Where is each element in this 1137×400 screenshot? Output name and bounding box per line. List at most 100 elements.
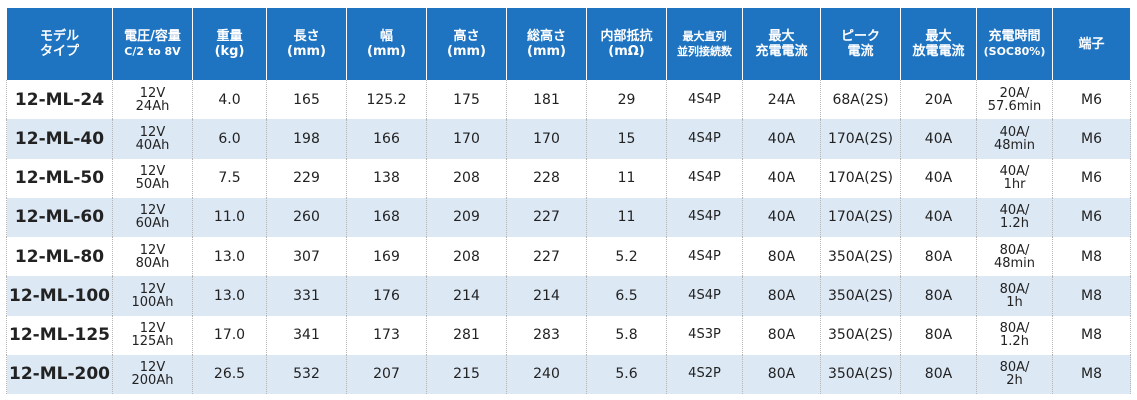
- cell-charge-time-line: 1hr: [1003, 177, 1026, 193]
- cell-height: 215: [426, 354, 507, 394]
- cell-charge-time: 80A/2h: [976, 354, 1053, 394]
- header-text: 最大直列: [682, 30, 727, 43]
- cell-model: 12-ML-125: [6, 315, 113, 355]
- table-row: 12-ML-80 12V 80Ah 13.0 307 169 208 227 5.2 4S4P 80…: [6, 237, 1131, 277]
- cell-terminal: M8: [1052, 315, 1131, 355]
- header-text: 幅: [379, 29, 393, 44]
- cell-resistance: 11: [586, 197, 667, 237]
- header-text: 重量: [216, 29, 243, 44]
- cell-terminal: M6: [1052, 80, 1131, 120]
- cell-connection: 4S2P: [666, 354, 743, 394]
- cell-charge-time-line: 40A/: [999, 203, 1030, 219]
- cell-voltage-capacity-line: 24Ah: [135, 98, 170, 114]
- cell-model: 12-ML-50: [6, 158, 113, 198]
- cell-max-discharge: 40A: [900, 197, 977, 237]
- cell-voltage-capacity-line: 200Ah: [131, 373, 174, 389]
- cell-max-charge: 80A: [742, 315, 821, 355]
- cell-length: 229: [266, 158, 347, 198]
- cell-max-charge: 80A: [742, 276, 821, 316]
- header-text: (mΩ): [608, 44, 645, 59]
- header-text: 最大: [925, 29, 952, 44]
- header-terminal: 端子: [1052, 8, 1131, 80]
- cell-charge-time-line: 40A/: [999, 164, 1030, 180]
- cell-height: 214: [426, 276, 507, 316]
- cell-height: 209: [426, 197, 507, 237]
- header-text: (mm): [367, 44, 406, 59]
- cell-resistance: 6.5: [586, 276, 667, 316]
- cell-charge-time-line: 1.2h: [1000, 216, 1029, 232]
- header-text: 充電時間: [988, 29, 1041, 44]
- cell-width: 138: [346, 158, 427, 198]
- table-row: 12-ML-125 12V 125Ah 17.0 341 173 281 283 5.8 4S3P…: [6, 315, 1131, 355]
- table-row: 12-ML-200 12V 200Ah 26.5 532 207 215 240 5.6 4S2P…: [6, 354, 1131, 394]
- cell-voltage-capacity: 12V 60Ah: [112, 197, 193, 237]
- header-peak: ピーク 電流: [820, 8, 901, 80]
- cell-resistance: 15: [586, 119, 667, 159]
- header-text: 並列接続数: [677, 45, 732, 58]
- cell-charge-time: 80A/1h: [976, 276, 1053, 316]
- table-row: 12-ML-24 12V 24Ah 4.0 165 125.2 175 181 29 4S4P 24…: [6, 80, 1131, 120]
- cell-charge-time-line: 80A/: [999, 242, 1030, 258]
- cell-charge-time: 40A/1hr: [976, 158, 1053, 198]
- table-header-row: モデル タイプ 電圧/容量 C/2 to 8V 重量 (kg) 長さ (mm) 幅 (mm…: [6, 8, 1131, 80]
- cell-peak: 350A(2S): [820, 276, 901, 316]
- cell-width: 168: [346, 197, 427, 237]
- cell-charge-time-line: 2h: [1006, 373, 1023, 389]
- cell-max-discharge: 20A: [900, 80, 977, 120]
- header-text: 最大: [768, 29, 795, 44]
- table-row: 12-ML-100 12V 100Ah 13.0 331 176 214 214 6.5 4S4P…: [6, 276, 1131, 316]
- cell-height: 208: [426, 237, 507, 277]
- cell-charge-time: 80A/1.2h: [976, 315, 1053, 355]
- cell-model: 12-ML-100: [6, 276, 113, 316]
- cell-charge-time-line: 40A/: [999, 124, 1030, 140]
- cell-voltage-capacity: 12V 200Ah: [112, 354, 193, 394]
- cell-width: 173: [346, 315, 427, 355]
- cell-terminal: M8: [1052, 237, 1131, 277]
- cell-resistance: 5.6: [586, 354, 667, 394]
- cell-max-discharge: 80A: [900, 276, 977, 316]
- header-total-height: 総高さ (mm): [506, 8, 587, 80]
- header-text: 充電電流: [755, 44, 808, 59]
- header-width: 幅 (mm): [346, 8, 427, 80]
- cell-max-charge: 80A: [742, 237, 821, 277]
- cell-voltage-capacity-line: 80Ah: [135, 255, 170, 271]
- header-text: (kg): [214, 44, 245, 59]
- cell-voltage-capacity-line: 40Ah: [135, 137, 170, 153]
- cell-voltage-capacity: 12V 24Ah: [112, 80, 193, 120]
- cell-voltage-capacity-line: 12V: [139, 124, 166, 140]
- header-text: 内部抵抗: [600, 29, 653, 44]
- cell-model: 12-ML-80: [6, 237, 113, 277]
- header-text: 総高さ: [526, 29, 566, 44]
- cell-max-charge: 40A: [742, 119, 821, 159]
- cell-length: 341: [266, 315, 347, 355]
- cell-height: 208: [426, 158, 507, 198]
- cell-charge-time-line: 80A/: [999, 360, 1030, 376]
- header-resistance: 内部抵抗 (mΩ): [586, 8, 667, 80]
- cell-charge-time-line: 80A/: [999, 281, 1030, 297]
- header-weight: 重量 (kg): [192, 8, 267, 80]
- header-max-discharge: 最大 放電電流: [900, 8, 977, 80]
- cell-model: 12-ML-200: [6, 354, 113, 394]
- cell-charge-time-line: 57.6min: [987, 98, 1042, 114]
- cell-max-discharge: 40A: [900, 158, 977, 198]
- cell-model: 12-ML-24: [6, 80, 113, 120]
- cell-connection: 4S4P: [666, 197, 743, 237]
- cell-voltage-capacity-line: 50Ah: [135, 177, 170, 193]
- cell-total-height: 283: [506, 315, 587, 355]
- cell-voltage-capacity-line: 12V: [139, 360, 166, 376]
- cell-width: 169: [346, 237, 427, 277]
- cell-peak: 350A(2S): [820, 354, 901, 394]
- cell-charge-time-line: 1h: [1006, 294, 1023, 310]
- cell-length: 165: [266, 80, 347, 120]
- cell-voltage-capacity: 12V 125Ah: [112, 315, 193, 355]
- cell-connection: 4S4P: [666, 237, 743, 277]
- cell-voltage-capacity-line: 12V: [139, 164, 166, 180]
- header-text: 高さ: [453, 29, 480, 44]
- cell-total-height: 181: [506, 80, 587, 120]
- cell-charge-time-line: 80A/: [999, 321, 1030, 337]
- table-row: 12-ML-40 12V 40Ah 6.0 198 166 170 170 15 4S4P 40A 1…: [6, 119, 1131, 159]
- cell-height: 175: [426, 80, 507, 120]
- cell-weight: 4.0: [192, 80, 267, 120]
- cell-peak: 170A(2S): [820, 197, 901, 237]
- header-text: 電流: [847, 44, 874, 59]
